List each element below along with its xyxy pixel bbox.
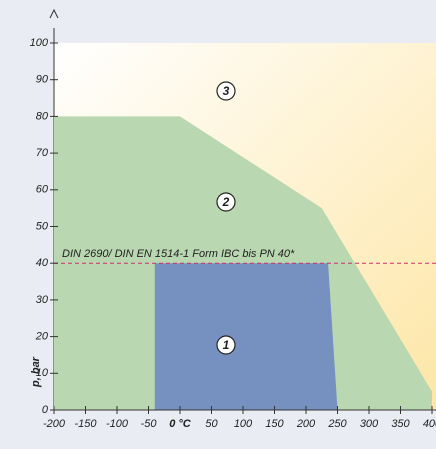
x-tick-label: 100 (234, 418, 253, 430)
y-tick-label: 0 (42, 404, 49, 416)
reference-label: DIN 2690/ DIN EN 1514-1 Form IBC bis PN … (62, 248, 295, 260)
region-marker (216, 192, 236, 212)
x-tick-label: -150 (74, 418, 97, 430)
y-tick-label: 40 (36, 257, 49, 269)
y-tick-label: 10 (36, 367, 49, 379)
y-tick-label: 70 (36, 147, 49, 159)
y-tick-label: 60 (36, 184, 49, 196)
x-tick-label: -200 (43, 418, 66, 430)
y-axis-arrow (49, 8, 59, 19)
x-tick-label: -100 (106, 418, 129, 430)
region (154, 263, 338, 410)
region-label: 3 (223, 84, 230, 98)
x-tick-label: 50 (205, 418, 218, 430)
y-tick-label: 30 (36, 294, 49, 306)
x-tick-label: -50 (141, 418, 158, 430)
x-tick-label: 400 (423, 418, 436, 430)
y-tick-label: 100 (30, 37, 49, 49)
region-label: 2 (222, 195, 230, 209)
y-tick-label: 80 (36, 110, 49, 122)
x-tick-label: 150 (265, 418, 284, 430)
region-marker (216, 81, 236, 101)
x-tick-label: 0 °C (169, 418, 192, 430)
y-tick-label: 20 (35, 331, 49, 343)
y-tick-label: 90 (36, 74, 49, 86)
x-tick-label: 200 (296, 418, 316, 430)
x-tick-label: 250 (327, 418, 347, 430)
x-tick-label: 350 (391, 418, 410, 430)
region-label: 1 (223, 338, 230, 352)
x-tick-label: 300 (360, 418, 379, 430)
y-axis-label: p, bar (30, 356, 42, 388)
region-marker (216, 335, 236, 355)
y-tick-label: 50 (36, 220, 49, 232)
